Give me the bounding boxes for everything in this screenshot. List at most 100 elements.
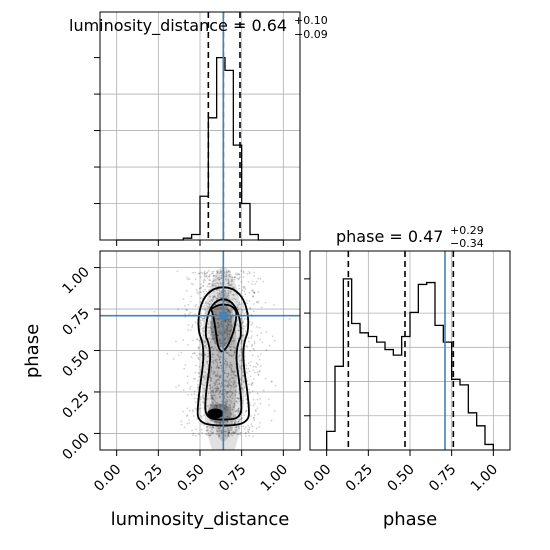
sample-point (204, 340, 207, 343)
sample-point (253, 340, 256, 343)
sample-point (194, 434, 197, 437)
sample-point (228, 323, 231, 326)
sample-point (223, 385, 226, 388)
sample-point (182, 339, 185, 342)
sample-point (228, 274, 230, 277)
sample-point (214, 383, 217, 385)
sample-point (210, 377, 213, 380)
sample-point (230, 416, 232, 419)
sample-point (224, 379, 227, 381)
sample-point (238, 324, 241, 327)
sample-point (226, 396, 229, 398)
sample-point (200, 286, 203, 289)
sample-point (248, 300, 251, 302)
sample-point (252, 303, 255, 305)
sample-point (217, 388, 220, 390)
sample-point (206, 373, 208, 376)
sample-point (257, 300, 260, 303)
sample-point (231, 434, 234, 437)
sample-point (229, 365, 232, 368)
density-peak (207, 408, 224, 419)
sample-point (207, 434, 210, 437)
sample-point (241, 371, 244, 374)
sample-point (240, 367, 243, 370)
sample-point (227, 324, 230, 327)
sample-point (239, 366, 242, 369)
sample-point (199, 403, 202, 406)
sample-point (202, 305, 204, 308)
sample-point (230, 420, 233, 423)
sample-point (189, 300, 192, 303)
sample-point (233, 297, 236, 300)
sample-point (199, 319, 202, 322)
sample-point (214, 391, 217, 393)
sample-point (198, 287, 201, 290)
sample-point (232, 432, 235, 435)
sample-point (208, 331, 211, 334)
sample-point (225, 327, 227, 330)
sample-point (231, 426, 234, 429)
sample-point (240, 365, 243, 368)
sample-point (230, 376, 233, 379)
sample-point (200, 324, 203, 327)
sample-point (237, 273, 240, 276)
sample-point (227, 381, 230, 384)
sample-point (210, 427, 213, 429)
sample-point (211, 401, 214, 404)
sample-point (216, 288, 219, 291)
sample-point (226, 402, 228, 405)
sample-point (216, 272, 219, 275)
sample-point (212, 296, 215, 298)
sample-point (243, 386, 246, 389)
sample-point (224, 400, 227, 403)
sample-point (232, 293, 235, 296)
sample-point (235, 292, 238, 295)
sample-point (240, 349, 243, 351)
sample-point (234, 374, 237, 377)
sample-point (258, 370, 261, 373)
sample-point (185, 308, 188, 311)
sample-point (242, 285, 245, 288)
sample-point (226, 399, 228, 401)
sample-point (215, 421, 218, 424)
sample-point (234, 431, 236, 434)
sample-point (211, 330, 214, 333)
sample-point (234, 410, 237, 413)
sample-point (217, 378, 220, 381)
sample-point (227, 301, 229, 304)
sample-point (238, 354, 241, 357)
sample-point (233, 276, 236, 279)
sample-point (201, 272, 204, 274)
sample-point (224, 289, 227, 292)
sample-point (248, 388, 250, 391)
sample-point (218, 339, 221, 341)
sample-point (250, 423, 253, 425)
sample-point (210, 394, 213, 397)
sample-point (246, 371, 248, 374)
sample-point (228, 366, 231, 369)
sample-point (224, 430, 226, 433)
sample-point (219, 427, 222, 429)
sample-point (197, 371, 200, 374)
sample-point (237, 303, 240, 306)
sample-point (219, 356, 222, 359)
sample-point (227, 372, 229, 375)
sample-point (225, 404, 228, 407)
sample-point (234, 347, 237, 350)
density-2d (153, 267, 291, 450)
sample-point (219, 361, 222, 364)
sample-point (212, 390, 214, 393)
sample-point (215, 387, 217, 390)
sample-point (210, 396, 213, 399)
sample-point (194, 271, 197, 274)
hist-bar (200, 196, 208, 240)
sample-point (211, 428, 214, 431)
sample-point (245, 426, 247, 428)
sample-point (252, 347, 255, 350)
sample-point (215, 358, 218, 361)
hist-bar (460, 385, 468, 450)
sample-point (204, 344, 207, 347)
sample-point (207, 270, 210, 272)
sample-point (238, 400, 241, 403)
sample-point (213, 270, 215, 273)
